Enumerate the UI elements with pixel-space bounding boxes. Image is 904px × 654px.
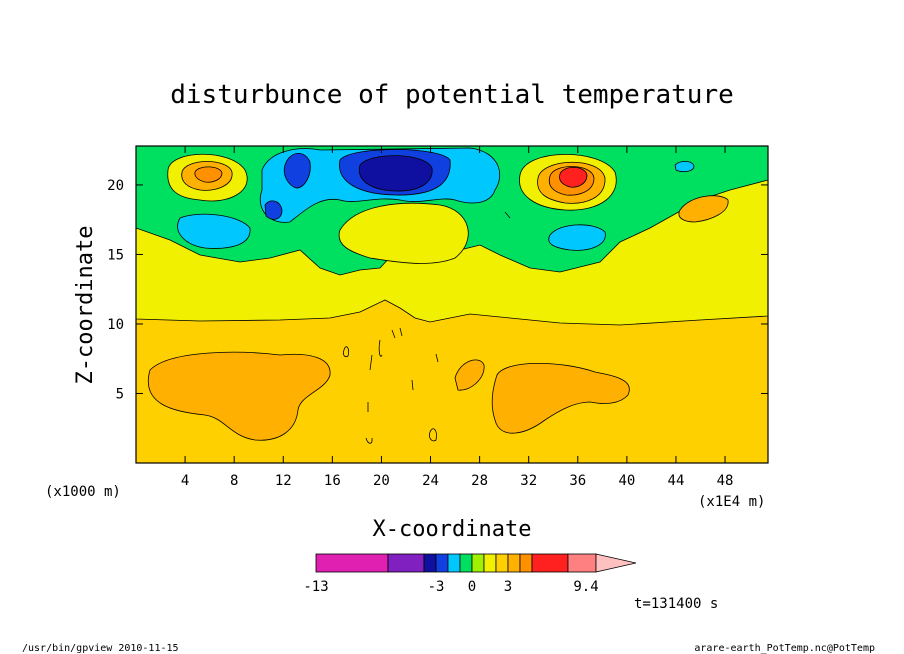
x-tick-label: 20 xyxy=(373,473,390,489)
contour-field xyxy=(136,146,768,463)
x-tick-label: 4 xyxy=(181,473,189,489)
colorbar-swatch xyxy=(495,553,509,573)
level-orange xyxy=(491,362,630,434)
chart-title: disturbunce of potential temperature xyxy=(170,80,734,110)
x-tick-label: 24 xyxy=(422,473,439,489)
x-tick-label: 16 xyxy=(324,473,341,489)
time-label: t=131400 s xyxy=(634,596,718,612)
y-tick-label: 10 xyxy=(107,317,124,333)
colorbar-swatch xyxy=(567,553,597,573)
level-dark-blue xyxy=(358,155,433,192)
colorbar-arrow xyxy=(595,553,637,573)
x-tick-label: 36 xyxy=(569,473,586,489)
colorbar-tick-label: -13 xyxy=(303,579,328,595)
x-tick-label: 8 xyxy=(230,473,238,489)
footer-left: /usr/bin/gpview 2010-11-15 xyxy=(22,643,179,654)
footer-right: arare-earth_PotTemp.nc@PotTemp xyxy=(694,643,875,654)
colorbar-swatch xyxy=(531,553,569,573)
contour-tendrils xyxy=(342,211,511,444)
level-red xyxy=(559,166,588,188)
y-tick-label: 5 xyxy=(116,386,124,402)
level-orange xyxy=(147,351,331,441)
colorbar-swatch xyxy=(387,553,425,573)
colorbar-swatch xyxy=(315,553,389,573)
colorbar-swatch xyxy=(435,553,449,573)
x-axis-unit: (x1E4 m) xyxy=(698,494,765,510)
y-axis-ticks: 5 10 15 20 xyxy=(107,178,768,402)
level-cyan xyxy=(548,224,606,251)
colorbar-tick-label: 3 xyxy=(504,579,512,595)
x-axis-ticks: 4 8 12 16 20 24 28 32 36 40 44 48 xyxy=(181,146,734,489)
level-blue xyxy=(283,152,311,189)
x-tick-label: 28 xyxy=(471,473,488,489)
level-orange xyxy=(194,166,223,183)
colorbar-swatch xyxy=(507,553,521,573)
x-tick-label: 44 xyxy=(668,473,685,489)
colorbar-tick-label: 0 xyxy=(468,579,476,595)
colorbar xyxy=(315,553,637,573)
colorbar-tick-label: 9.4 xyxy=(573,579,598,595)
colorbar-tick-label: -3 xyxy=(428,579,445,595)
level-orange xyxy=(454,359,485,391)
x-tick-label: 12 xyxy=(275,473,292,489)
plot-frame xyxy=(135,145,769,464)
colorbar-swatch xyxy=(471,553,485,573)
y-axis-unit: (x1000 m) xyxy=(45,484,121,500)
y-tick-label: 15 xyxy=(107,247,124,263)
colorbar-swatch xyxy=(447,553,461,573)
level-cyan xyxy=(177,213,251,249)
colorbar-swatch xyxy=(519,553,533,573)
colorbar-swatch xyxy=(483,553,497,573)
y-axis-label: Z-coordinate xyxy=(73,226,98,385)
level-cyan xyxy=(674,160,695,173)
x-tick-label: 40 xyxy=(618,473,635,489)
x-tick-label: 32 xyxy=(520,473,537,489)
x-axis-label: X-coordinate xyxy=(373,517,532,542)
x-tick-label: 48 xyxy=(717,473,734,489)
colorbar-tick-labels: -13 -3 0 3 9.4 xyxy=(303,579,598,595)
colorbar-swatch xyxy=(423,553,437,573)
level-yellow-blob xyxy=(338,202,469,264)
y-tick-label: 20 xyxy=(107,178,124,194)
level-orange xyxy=(678,195,729,223)
colorbar-swatch xyxy=(459,553,473,573)
level-blue xyxy=(264,200,283,220)
